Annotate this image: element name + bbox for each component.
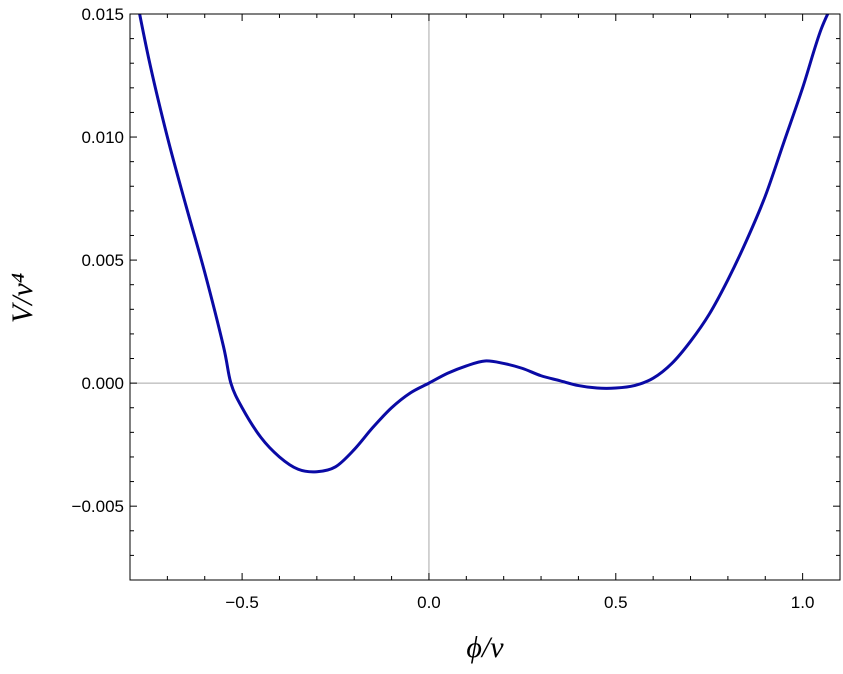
zero-axes: [130, 14, 840, 580]
x-tick-label: 0.5: [604, 593, 628, 612]
series-line: [138, 14, 830, 474]
y-tick-label: 0.015: [81, 5, 124, 24]
x-tick-label: 1.0: [791, 593, 815, 612]
x-axis-title: ϕ/v: [466, 631, 504, 664]
plot-frame: [129, 13, 841, 581]
y-tick-label: 0.005: [81, 251, 124, 270]
y-tick-label: −0.005: [72, 497, 124, 516]
x-tick-label: 0.0: [417, 593, 441, 612]
x-tick-label: −0.5: [225, 593, 259, 612]
y-axis-title: V/v⁴: [6, 273, 39, 323]
ticks-layer: −0.5 0.0 0.5 1.0 0.015 0.010 0.005 0.000 −0.005: [72, 5, 841, 612]
y-tick-label: 0.010: [81, 128, 124, 147]
series-layer: [138, 14, 830, 474]
y-tick-label: 0.000: [81, 374, 124, 393]
